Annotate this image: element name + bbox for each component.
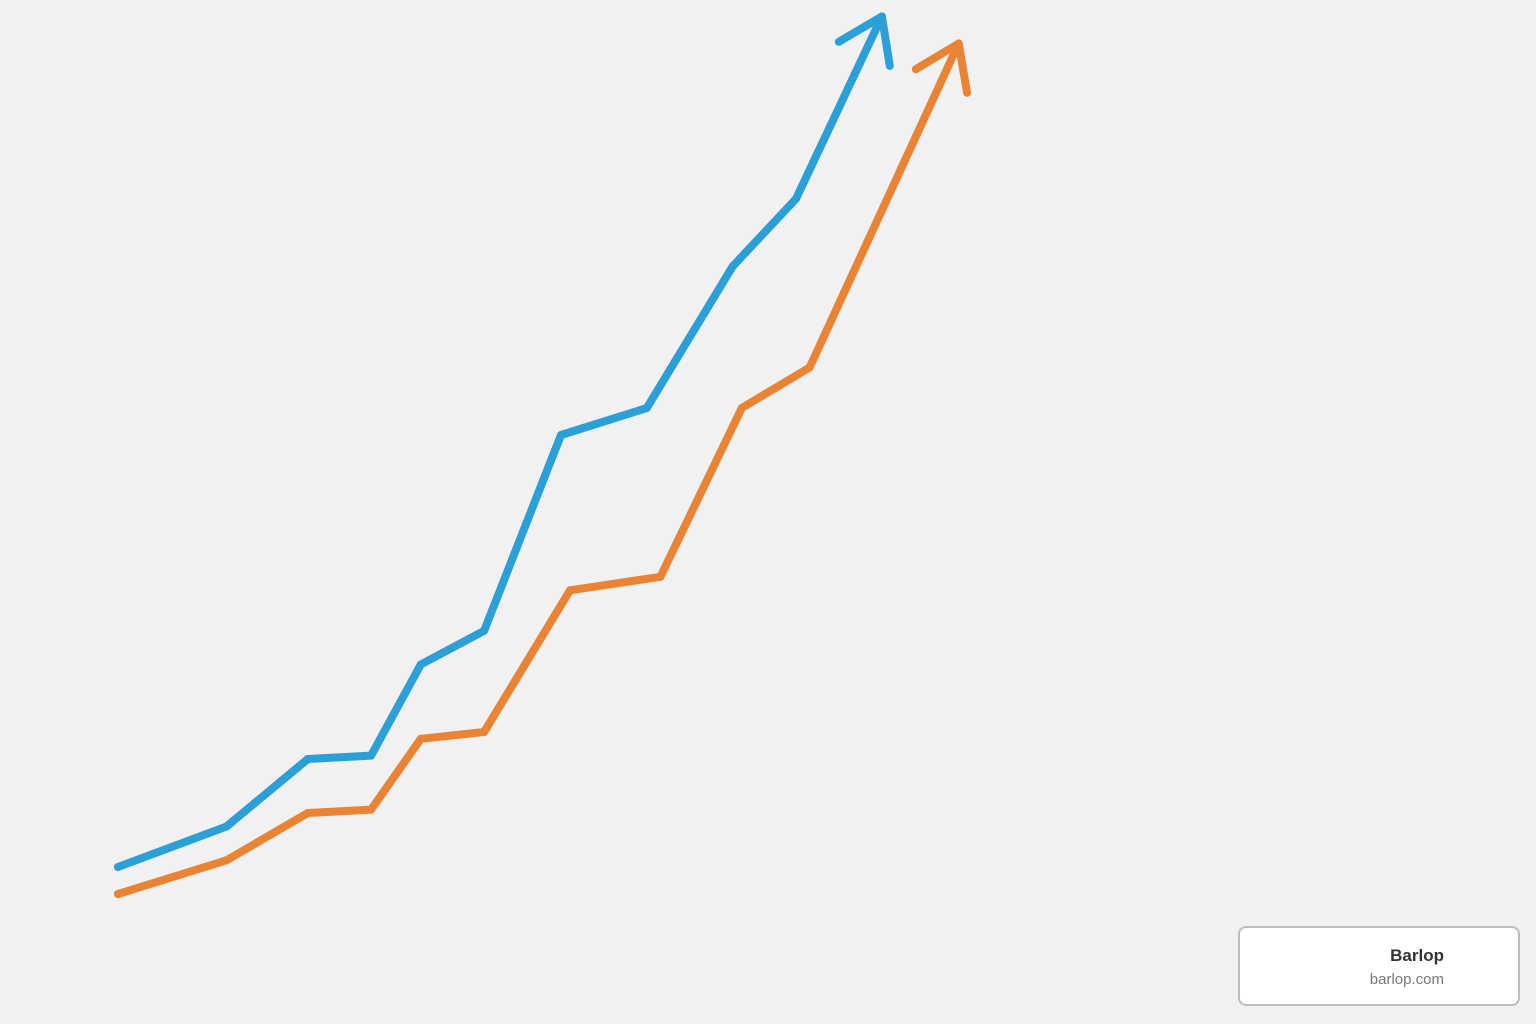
series-1-point-10	[792, 194, 800, 203]
series-line-2	[114, 39, 963, 898]
series-1-point-9	[728, 262, 737, 271]
watermark-url: barlop.com	[1369, 971, 1444, 988]
watermark-name: Barlop	[1390, 946, 1444, 965]
series-1-point-8	[642, 404, 651, 412]
series-2-point-1	[114, 890, 122, 898]
series-2-point-6	[480, 728, 489, 736]
series-1-point-7	[557, 431, 565, 439]
series-2-point-8	[656, 572, 665, 581]
series-2-point-4	[367, 805, 376, 814]
series-line-1	[114, 12, 886, 871]
series-2-point-9	[737, 404, 746, 412]
series-1-point-4	[367, 751, 376, 760]
series-2-point-3	[303, 809, 312, 817]
series-1-point-5	[416, 660, 425, 669]
series-1-point-2	[222, 822, 231, 831]
series-2-point-10	[805, 363, 814, 372]
series-2-point-2	[222, 856, 231, 865]
series-1-point-1	[114, 863, 122, 871]
series-2-point-7	[566, 586, 574, 595]
series-2-point-5	[416, 734, 425, 743]
series-1-point-3	[303, 755, 312, 763]
series-1-point-6	[480, 626, 489, 635]
series-1-arrowhead	[834, 12, 894, 70]
watermark-card: Barlop barlop.com	[1238, 926, 1520, 1006]
series-2-arrowhead	[911, 39, 972, 97]
